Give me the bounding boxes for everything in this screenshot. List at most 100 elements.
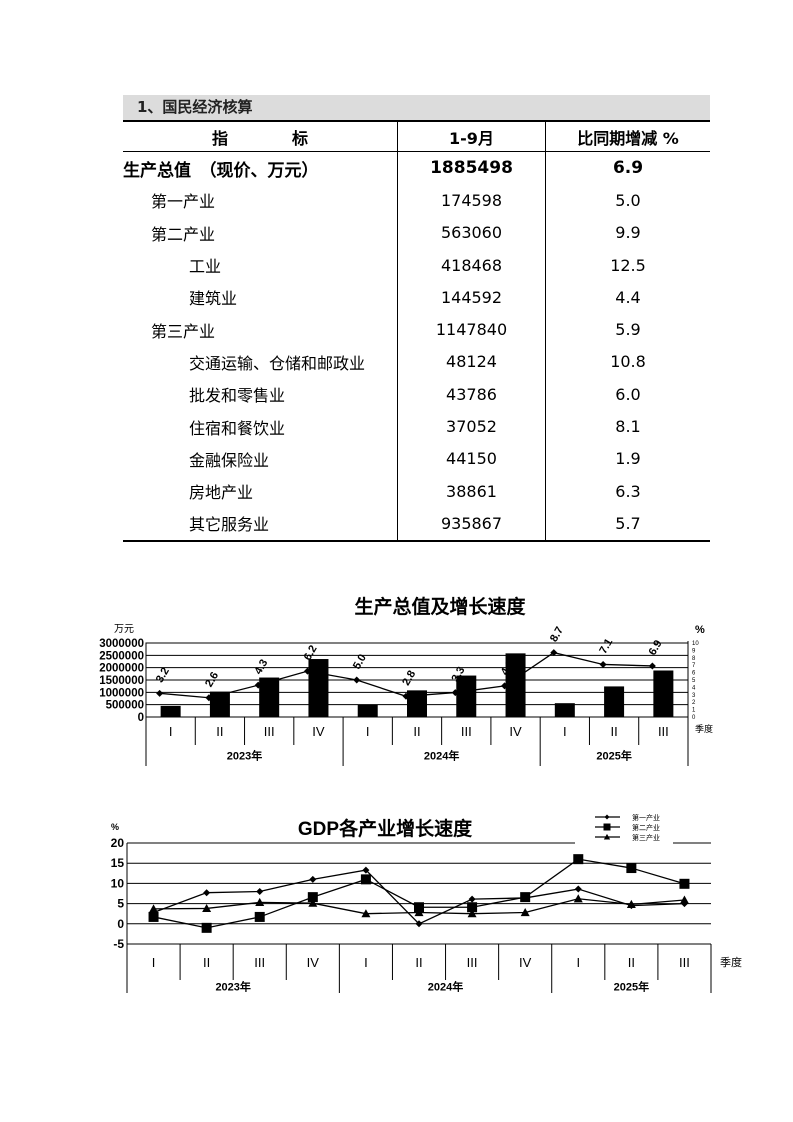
y2-tick-label: 0 bbox=[692, 715, 696, 721]
row-value: 1147840 bbox=[397, 313, 546, 346]
year-label: 2023年 bbox=[227, 749, 262, 763]
y2-axis-unit: % bbox=[695, 624, 705, 636]
table-row: 批发和零售业 43786 6.0 bbox=[123, 378, 710, 411]
bar bbox=[308, 659, 329, 717]
series-point bbox=[360, 874, 371, 885]
year-label: 2023年 bbox=[215, 980, 250, 994]
legend-label: 第一产业 bbox=[632, 813, 660, 822]
legend-marker bbox=[603, 823, 611, 831]
year-label: 2024年 bbox=[424, 749, 459, 763]
year-label: 2025年 bbox=[596, 749, 631, 763]
row-value: 563060 bbox=[397, 216, 546, 249]
row-growth: 5.9 bbox=[545, 313, 710, 346]
y-tick-label: 5 bbox=[117, 897, 124, 911]
series-point bbox=[203, 889, 211, 897]
series-point bbox=[467, 902, 478, 913]
growth-label: 2.6 bbox=[203, 670, 221, 689]
row-value: 38861 bbox=[397, 474, 546, 508]
row-value: 43786 bbox=[397, 378, 546, 411]
table-row: 其它服务业 935867 5.7 bbox=[123, 507, 710, 542]
y-tick-label: 15 bbox=[111, 856, 125, 870]
row-name: 批发和零售业 bbox=[189, 386, 286, 406]
quarter-label: I bbox=[576, 955, 580, 970]
bar bbox=[407, 690, 427, 717]
bar bbox=[554, 703, 575, 717]
series-point bbox=[361, 909, 371, 918]
row-growth: 9.9 bbox=[545, 216, 710, 249]
series-point bbox=[415, 920, 423, 928]
series-point bbox=[626, 863, 637, 874]
series-point bbox=[573, 894, 583, 903]
y2-tick-label: 1 bbox=[692, 708, 696, 714]
y-tick-label: -5 bbox=[113, 937, 124, 951]
y2-tick-label: 8 bbox=[692, 656, 696, 662]
series-point bbox=[626, 899, 636, 909]
y2-tick-label: 9 bbox=[692, 648, 696, 654]
row-name: 交通运输、仓储和邮政业 bbox=[189, 353, 366, 373]
quarter-label: I bbox=[366, 724, 370, 739]
legend-marker bbox=[603, 833, 611, 840]
series-point bbox=[573, 854, 584, 865]
y-tick-label: 2500000 bbox=[99, 650, 144, 662]
bar bbox=[259, 677, 280, 717]
row-growth: 4.4 bbox=[545, 281, 710, 314]
growth-point bbox=[550, 649, 558, 657]
row-name: 第二产业 bbox=[151, 224, 216, 244]
chart-title: 生产总值及增长速度 bbox=[354, 595, 526, 618]
y2-tick-label: 5 bbox=[692, 678, 696, 684]
y2-tick-label: 3 bbox=[692, 693, 696, 699]
quarter-label: III bbox=[254, 955, 265, 970]
row-growth: 6.0 bbox=[545, 378, 710, 411]
y-tick-label: 500000 bbox=[106, 700, 144, 712]
bar bbox=[505, 653, 526, 717]
row-growth: 1.9 bbox=[545, 442, 710, 475]
series-point bbox=[520, 907, 530, 917]
y2-tick-label: 4 bbox=[692, 685, 696, 691]
series-point bbox=[148, 911, 159, 922]
row-value: 418468 bbox=[397, 248, 546, 282]
table-row: 住宿和餐饮业 37052 8.1 bbox=[123, 410, 710, 443]
series-point bbox=[414, 907, 424, 917]
table-row: 交通运输、仓储和邮政业 48124 10.8 bbox=[123, 345, 710, 379]
table-row: 工业 418468 12.5 bbox=[123, 248, 710, 282]
table-row: 第二产业 563060 9.9 bbox=[123, 216, 710, 249]
chart-title: GDP各产业增长速度 bbox=[298, 817, 473, 840]
y-tick-label: 3000000 bbox=[99, 638, 144, 650]
row-growth: 6.3 bbox=[545, 474, 710, 508]
row-growth: 6.9 bbox=[545, 151, 710, 185]
bar bbox=[604, 686, 625, 717]
series-point bbox=[149, 904, 159, 913]
quarter-label: IV bbox=[307, 955, 320, 970]
series-point bbox=[468, 895, 476, 903]
quarter-label: II bbox=[415, 955, 422, 970]
y-tick-label: 10 bbox=[111, 876, 125, 890]
header-value: 1-9月 bbox=[397, 120, 546, 152]
quarter-label: III bbox=[658, 724, 669, 739]
quarter-label: IV bbox=[312, 724, 325, 739]
section-title: 1、国民经济核算 bbox=[123, 95, 710, 120]
growth-label: 7.1 bbox=[597, 637, 615, 656]
row-value: 48124 bbox=[397, 345, 546, 379]
table-row: 第一产业 174598 5.0 bbox=[123, 184, 710, 217]
bar bbox=[209, 691, 230, 717]
y-axis-unit: % bbox=[111, 822, 119, 832]
bar bbox=[456, 675, 477, 717]
series-point bbox=[307, 892, 318, 903]
growth-label: 6.9 bbox=[647, 638, 665, 657]
row-growth: 5.0 bbox=[545, 184, 710, 217]
row-growth: 12.5 bbox=[545, 248, 710, 282]
legend-label: 第二产业 bbox=[632, 823, 660, 832]
legend-marker bbox=[604, 814, 610, 820]
y-tick-label: 2000000 bbox=[99, 663, 144, 675]
quarter-label: I bbox=[364, 955, 368, 970]
series-point bbox=[520, 892, 531, 903]
quarter-label: IV bbox=[509, 724, 522, 739]
series-point bbox=[467, 909, 477, 918]
quarter-label: I bbox=[152, 955, 156, 970]
growth-label: 8.7 bbox=[548, 625, 566, 644]
series-point bbox=[256, 887, 264, 895]
row-name: 第三产业 bbox=[151, 321, 216, 341]
year-label: 2024年 bbox=[428, 980, 463, 994]
